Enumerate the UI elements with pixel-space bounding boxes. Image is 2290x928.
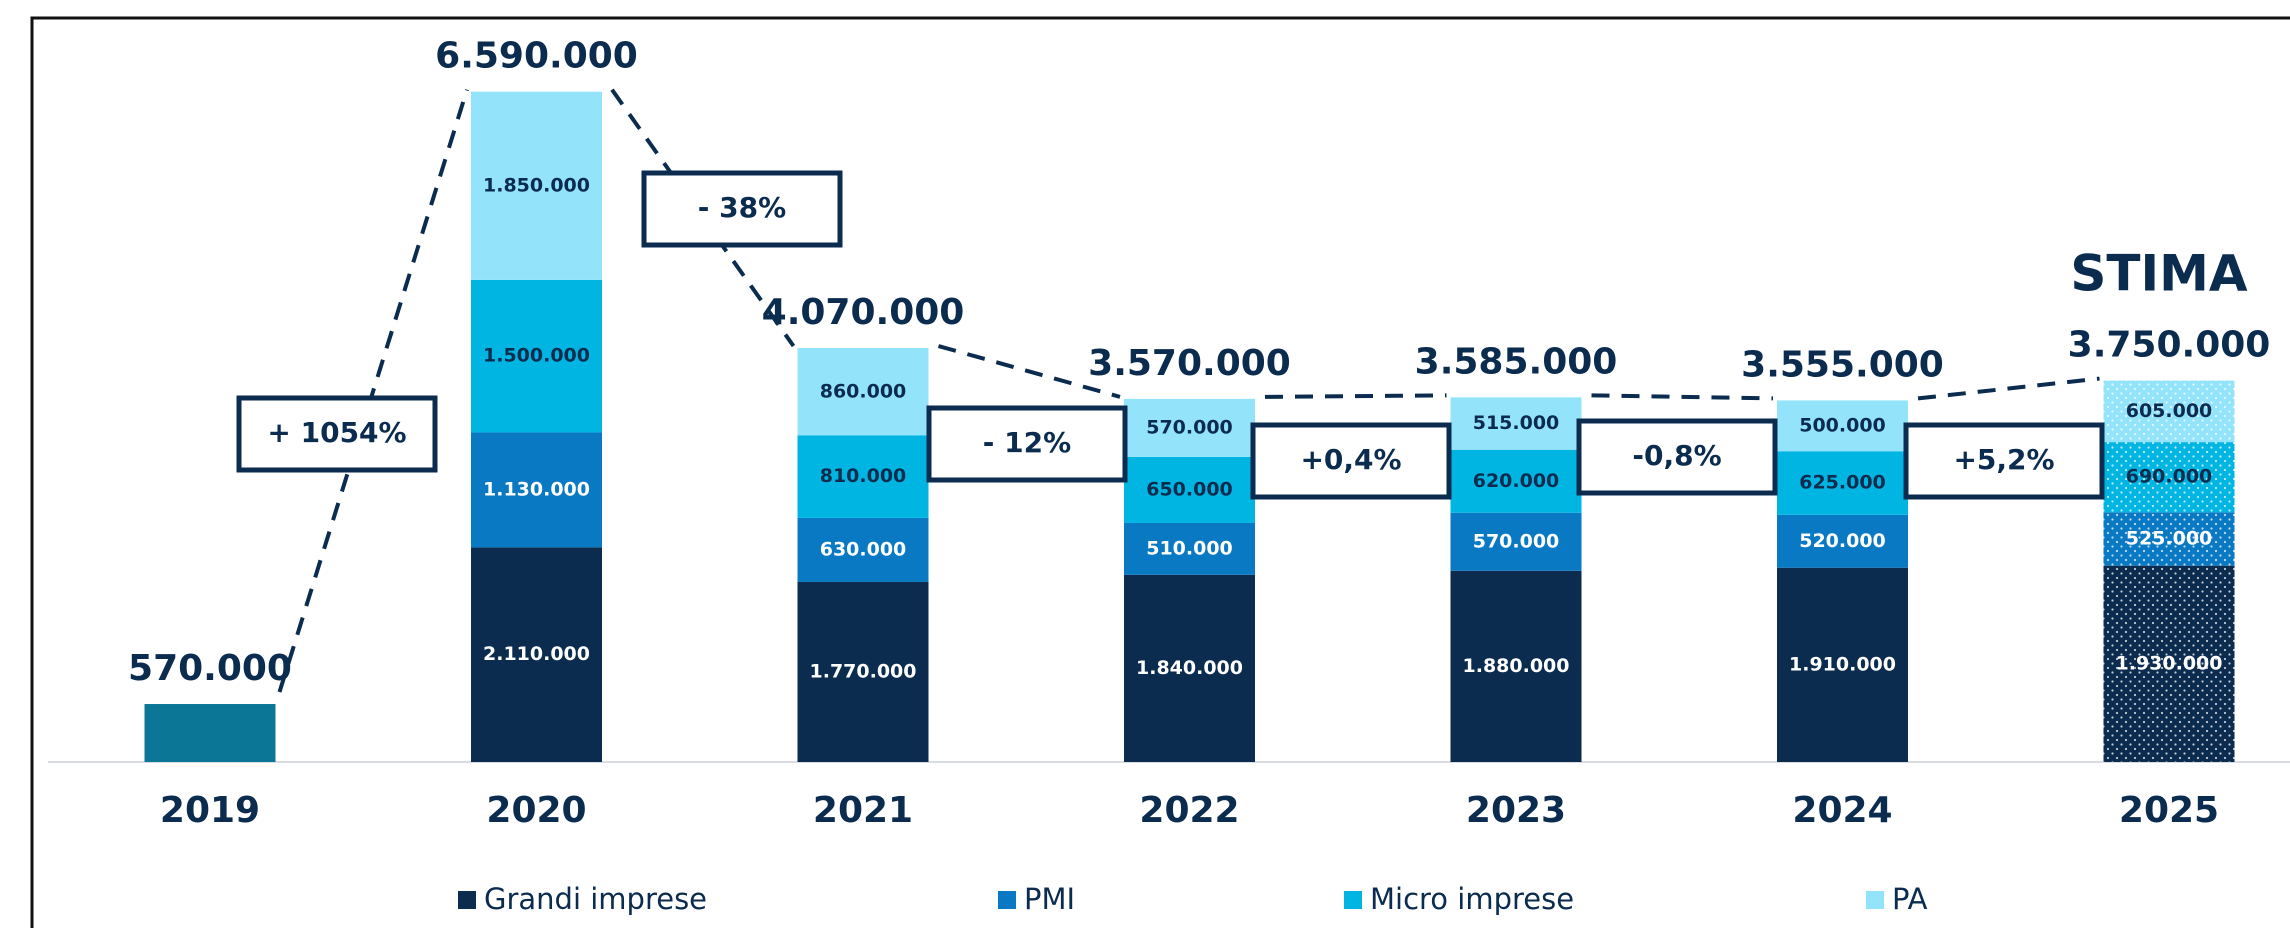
bar-segment (797, 435, 929, 518)
bar-segment (1450, 449, 1582, 513)
segment-label: 1.500.000 (483, 345, 590, 367)
segment-label: 570.000 (1146, 416, 1233, 438)
bar-segment (1124, 456, 1255, 523)
legend-label: Grandi imprese (484, 882, 707, 916)
x-tick-label: 2021 (813, 790, 913, 831)
legend-label: PA (1892, 882, 1928, 916)
segment-label: 605.000 (2126, 400, 2213, 422)
segment-label: 625.000 (1799, 472, 1886, 494)
change-box (641, 170, 843, 248)
segment-label: 1.850.000 (483, 174, 590, 196)
bar-segment (471, 91, 602, 280)
segment-label: 2.110.000 (483, 643, 590, 665)
total-label: 3.750.000 (2068, 325, 2271, 366)
bar-segment (471, 432, 602, 548)
bar-segment (1450, 570, 1582, 762)
segment-label: 620.000 (1473, 470, 1560, 492)
trend-connector (937, 344, 1121, 399)
segment-label: 810.000 (820, 465, 907, 487)
segment-label: 500.000 (1799, 414, 1886, 436)
segment-label: 1.840.000 (1136, 657, 1243, 679)
segment-label: 570.000 (1473, 530, 1560, 552)
trend-connector (1264, 393, 1447, 399)
total-label: 3.585.000 (1415, 341, 1618, 382)
bar (144, 704, 276, 762)
segment-label: 515.000 (1473, 412, 1560, 434)
change-label: - 38% (698, 191, 786, 224)
segment-label: 650.000 (1146, 478, 1233, 500)
total-label: 3.570.000 (1088, 343, 1291, 384)
x-tick-label: 2024 (1792, 790, 1892, 831)
change-box (1250, 422, 1452, 500)
segment-label: 690.000 (2126, 466, 2213, 488)
x-tick-label: 2025 (2119, 790, 2219, 831)
change-box (1903, 422, 2105, 500)
segment-label: 510.000 (1146, 537, 1233, 559)
change-label: +0,4% (1300, 443, 1401, 476)
segment-label: 860.000 (820, 380, 907, 402)
total-label: 4.070.000 (762, 292, 965, 333)
estimate-hatch (2103, 380, 2235, 443)
total-label: 3.555.000 (1741, 344, 1944, 385)
total-label: 570.000 (128, 648, 292, 689)
bar-segment (1777, 400, 1908, 452)
legend-swatch (1344, 891, 1362, 909)
bar-segment (1777, 567, 1908, 762)
total-label: 6.590.000 (435, 36, 638, 77)
legend-swatch (1866, 891, 1884, 909)
change-box (926, 405, 1128, 483)
bar-segment (797, 348, 929, 436)
estimate-hatch (2103, 512, 2235, 566)
bar-segment (1450, 512, 1582, 571)
bar-segment (1450, 397, 1582, 450)
bar-segment (471, 547, 602, 762)
bar-segment (1124, 522, 1255, 575)
segment-label: 1.910.000 (1789, 653, 1896, 675)
segment-label: 520.000 (1799, 530, 1886, 552)
change-label: - 12% (983, 426, 1071, 459)
legend-label: Micro imprese (1370, 882, 1574, 916)
x-tick-label: 2020 (486, 790, 586, 831)
change-label: + 1054% (267, 416, 406, 449)
x-tick-label: 2019 (160, 790, 260, 831)
segment-label: 1.130.000 (483, 478, 590, 500)
bar-segment (797, 517, 929, 582)
x-tick-label: 2022 (1139, 790, 1239, 831)
estimate-hatch (2103, 442, 2235, 513)
change-label: +5,2% (1953, 443, 2054, 476)
trend-connector (1917, 376, 2100, 401)
bar-segment (1124, 574, 1255, 762)
segment-label: 525.000 (2126, 527, 2213, 549)
bar-segment (797, 581, 929, 762)
trend-connector (277, 89, 469, 693)
x-tick-label: 2023 (1466, 790, 1566, 831)
segment-label: 1.880.000 (1463, 655, 1570, 677)
change-label: -0,8% (1632, 439, 1721, 472)
change-box (236, 395, 438, 473)
legend-swatch (458, 891, 476, 909)
change-box (1576, 418, 1778, 496)
bar-segment (1777, 451, 1908, 515)
legend-swatch (998, 891, 1016, 909)
estimate-label: STIMA (2070, 245, 2247, 303)
frame (30, 16, 2290, 928)
legend-label: PMI (1024, 882, 1075, 916)
estimate-hatch (2103, 565, 2235, 762)
trend-connector (1591, 393, 1774, 401)
segment-label: 630.000 (820, 538, 907, 560)
bar-segment (471, 279, 602, 433)
segment-label: 1.930.000 (2116, 652, 2223, 674)
bar-segment (1124, 398, 1255, 457)
segment-label: 1.770.000 (810, 660, 917, 682)
bar-segment (1777, 514, 1908, 568)
